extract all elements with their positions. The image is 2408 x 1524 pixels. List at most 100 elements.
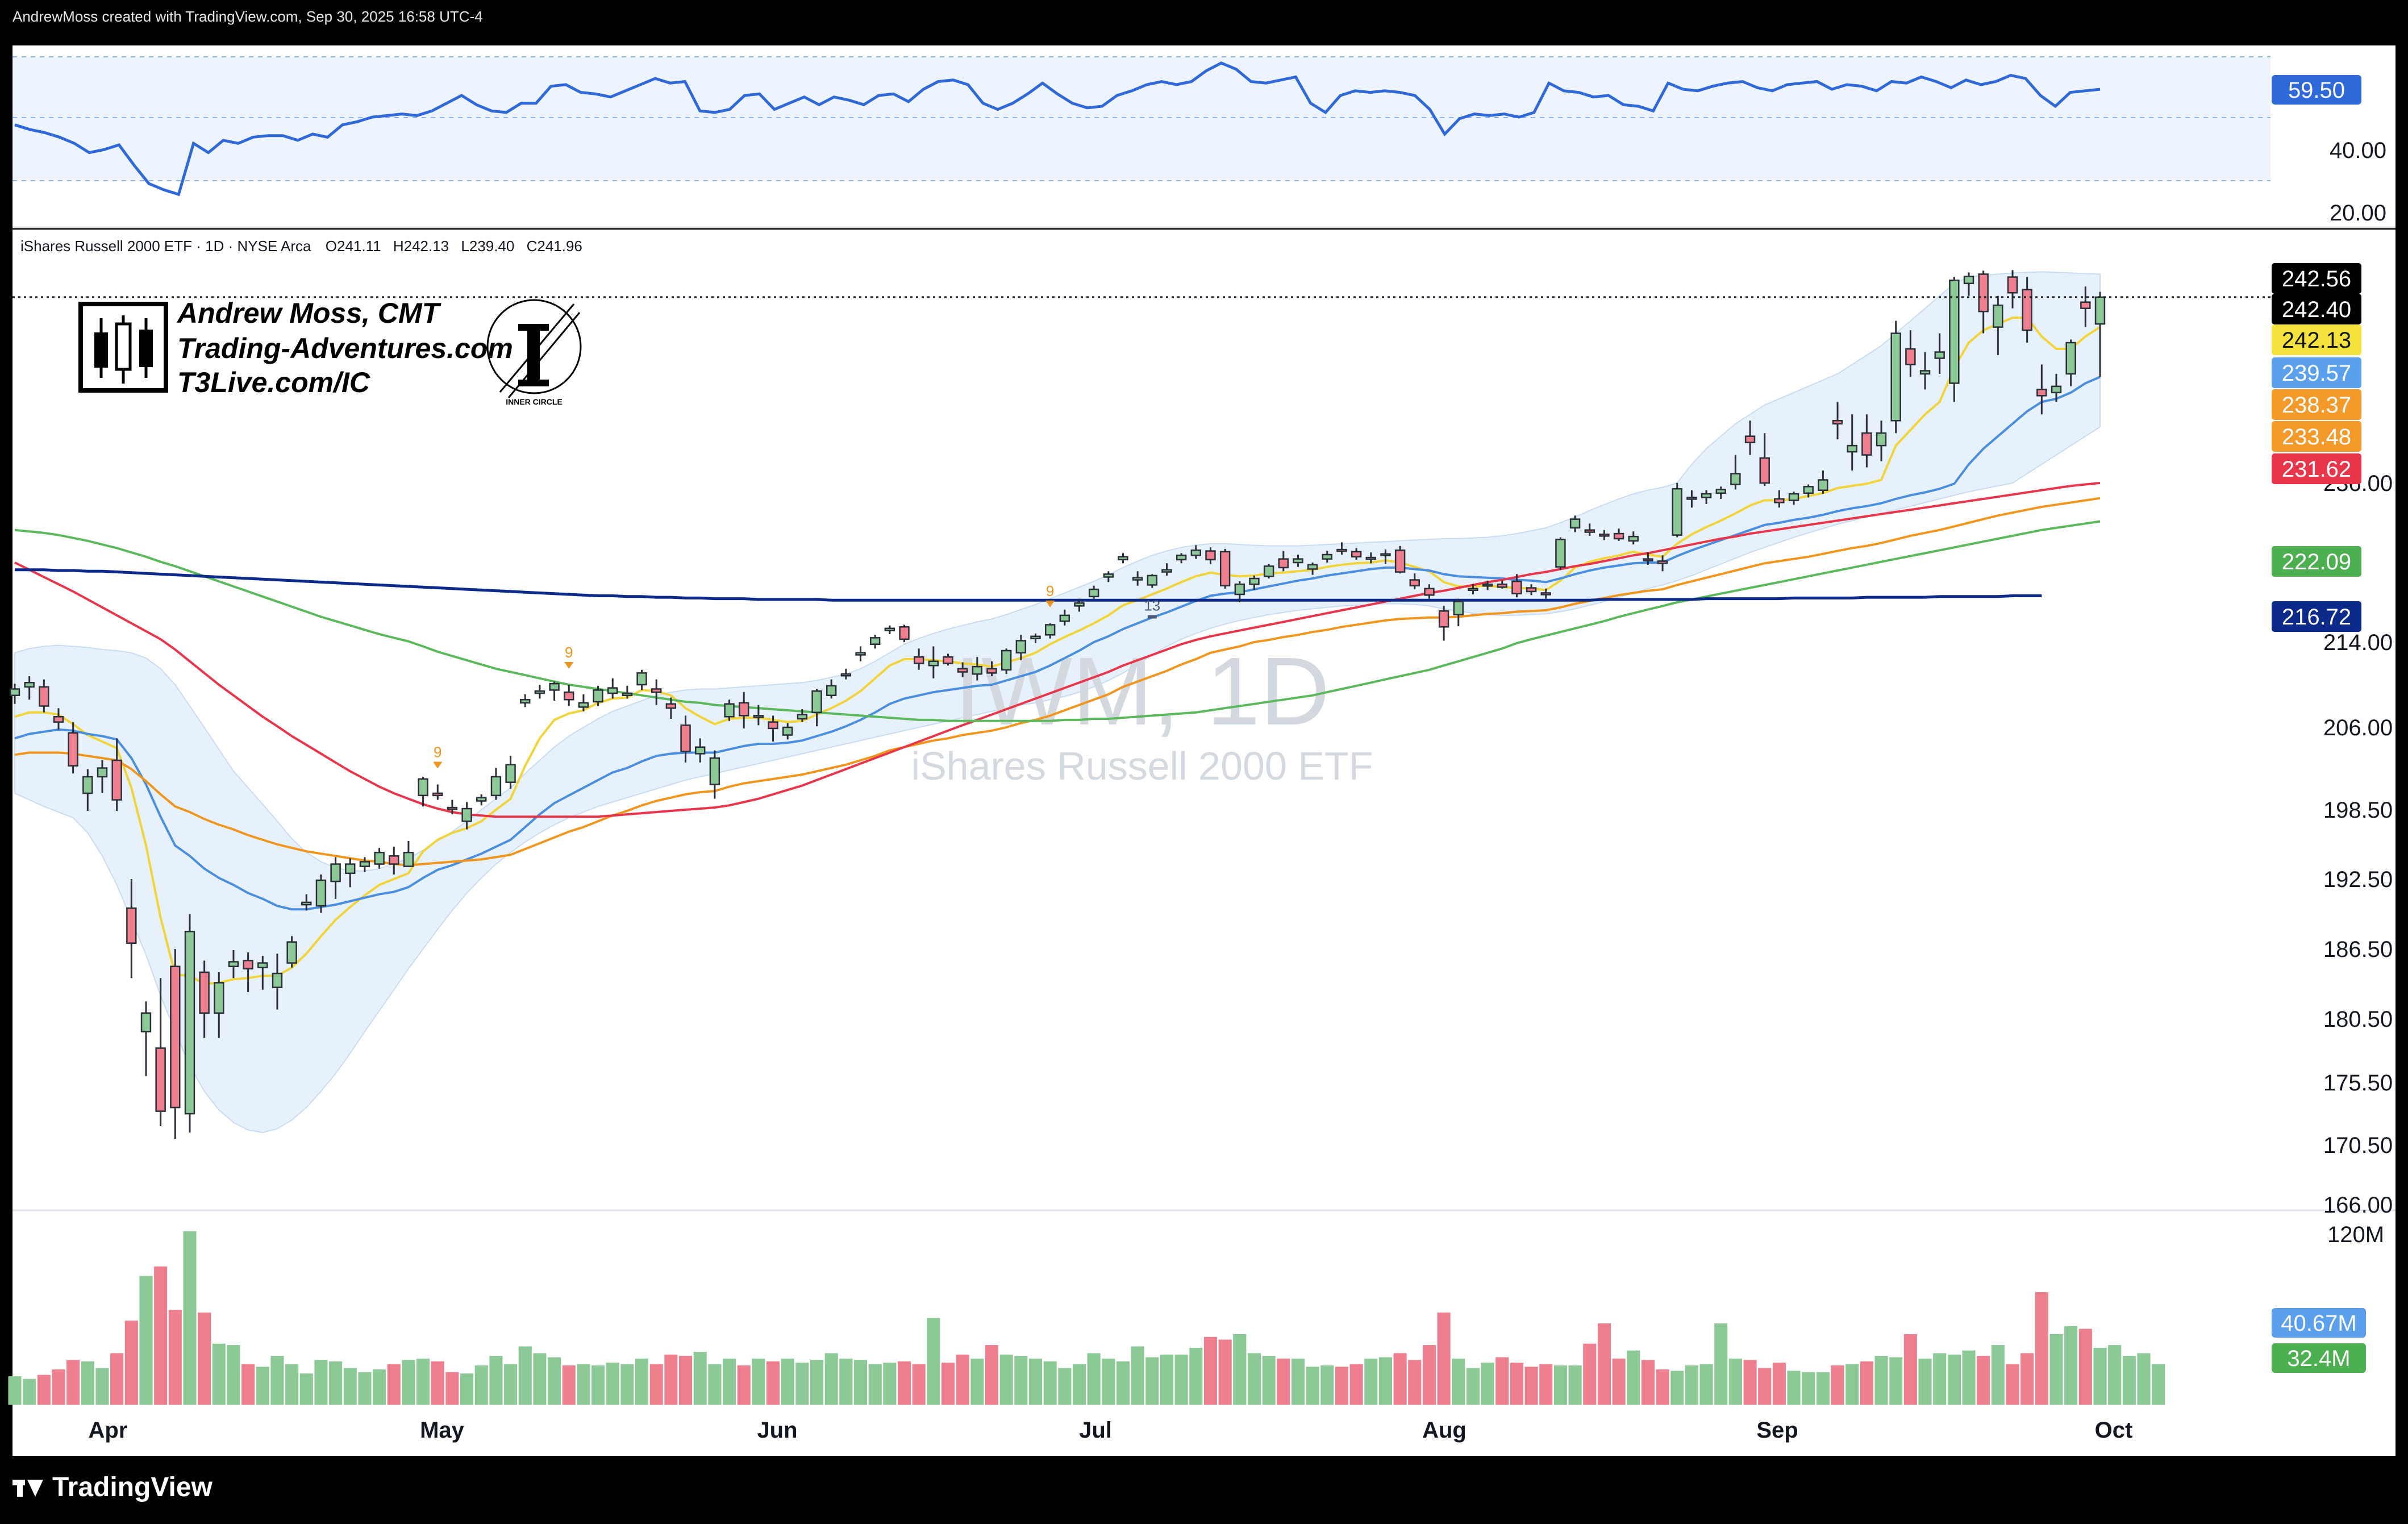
candle-body xyxy=(1219,551,1231,586)
volume-bar xyxy=(1831,1365,1844,1405)
tradingview-logo-icon xyxy=(13,1477,44,1498)
sma200-line xyxy=(14,520,2101,722)
time-axis-bg xyxy=(13,1410,2395,1456)
candle-body xyxy=(272,972,283,988)
price-tick-label: 170.50 xyxy=(2323,1133,2393,1158)
volume-bar xyxy=(285,1364,299,1405)
volume-bar xyxy=(1277,1358,1290,1405)
price-tick-label: 186.50 xyxy=(2323,937,2393,962)
volume-bar xyxy=(795,1363,809,1405)
volume-bar xyxy=(1728,1358,1742,1405)
volume-bar xyxy=(941,1363,955,1405)
candle-body xyxy=(1628,535,1639,542)
time-axis-label: Oct xyxy=(2095,1418,2133,1443)
time-axis-label: Jul xyxy=(1079,1418,1112,1443)
candle-body xyxy=(1001,649,1012,671)
volume-bar xyxy=(1977,1356,1990,1405)
candle-body xyxy=(1059,614,1070,622)
candle-body xyxy=(1861,432,1872,456)
candle-body xyxy=(593,689,603,703)
volume-bar xyxy=(1043,1361,1057,1405)
candle-body xyxy=(1118,556,1128,561)
volume-bar xyxy=(723,1358,736,1405)
volume-bar xyxy=(1860,1361,1873,1405)
volume-bar xyxy=(2078,1329,2092,1405)
candle-body xyxy=(1584,529,1595,533)
candle-body xyxy=(520,699,531,704)
td-marker-icon xyxy=(1147,615,1157,619)
sma_long-line xyxy=(15,568,2042,602)
candle-body xyxy=(140,1012,152,1032)
candle-body xyxy=(695,746,706,755)
candle-body xyxy=(869,637,881,646)
volume-bar xyxy=(1145,1357,1159,1405)
time-axis-label: Aug xyxy=(1422,1418,1467,1443)
time-axis: Apr May Jun Jul Aug Sep Oct xyxy=(89,1418,2133,1443)
candle-body xyxy=(1511,580,1522,594)
candle-body xyxy=(1336,548,1347,552)
candle-body xyxy=(447,806,458,810)
candle-body xyxy=(1949,280,1960,384)
price-tick-label: 175.50 xyxy=(2323,1071,2393,1096)
chart-attribution: AndrewMoss created with TradingView.com,… xyxy=(13,8,483,25)
volume-bar xyxy=(620,1364,634,1405)
volume-bar xyxy=(1495,1357,1509,1405)
candle-body xyxy=(1744,435,1756,443)
volume-bar xyxy=(1699,1364,1713,1405)
candle-body xyxy=(1730,473,1741,485)
rsi-tick-label: 40.00 xyxy=(2330,138,2386,163)
candle-body xyxy=(884,627,895,631)
candle-body xyxy=(214,982,224,1014)
volume-bar xyxy=(1612,1358,1626,1405)
candle-body xyxy=(68,732,78,767)
candle-body xyxy=(1934,351,1945,359)
volume-avg-label-bg xyxy=(2272,1308,2366,1338)
candle-body xyxy=(1905,348,1916,365)
candle-body xyxy=(1263,565,1274,577)
volume-bar xyxy=(766,1361,780,1405)
volume-bar xyxy=(373,1369,386,1405)
volume-bar xyxy=(66,1360,80,1405)
volume-bar xyxy=(679,1356,693,1405)
candle-body xyxy=(899,626,910,640)
volume-bar xyxy=(562,1365,576,1405)
tradingview-logo[interactable]: TradingView xyxy=(13,1472,213,1503)
candle-body xyxy=(928,660,939,667)
candle-body xyxy=(1555,539,1566,568)
time-axis-label: Sep xyxy=(1756,1418,1798,1443)
volume-bar xyxy=(781,1358,794,1405)
legend-symbol: iShares Russell 2000 ETF · 1D · NYSE Arc… xyxy=(20,238,582,255)
volume-bar xyxy=(1233,1334,1247,1405)
legend-symbol-text: iShares Russell 2000 ETF · 1D · NYSE Arc… xyxy=(20,238,311,255)
volume-bar xyxy=(314,1360,328,1405)
volume-bar xyxy=(897,1361,911,1405)
candle-body xyxy=(1978,273,1989,313)
candle-body xyxy=(1788,493,1799,501)
volume-bar xyxy=(839,1358,853,1405)
volume-bar xyxy=(445,1372,459,1405)
candle-body xyxy=(1453,601,1464,615)
price-tick-label: 214.00 xyxy=(2323,630,2393,655)
volume-bar xyxy=(154,1266,168,1405)
volume-bar xyxy=(2137,1353,2151,1405)
volume-bar xyxy=(518,1346,532,1405)
volume-bar xyxy=(2035,1292,2048,1405)
volume-bar xyxy=(416,1358,430,1405)
inner-circle-glyph xyxy=(518,380,549,386)
candle-body xyxy=(2036,389,2047,397)
volume-bar xyxy=(1291,1358,1305,1405)
candle-body xyxy=(330,863,341,882)
volume-bar xyxy=(2064,1326,2078,1405)
volume-bar xyxy=(868,1364,882,1405)
candle-body xyxy=(1818,479,1828,491)
volume-bar xyxy=(1772,1363,1786,1405)
volume-bar xyxy=(956,1354,969,1405)
volume-panel: 120M 40.67M 32.4M xyxy=(8,1222,2384,1405)
candle-body xyxy=(1074,602,1085,607)
volume-bar xyxy=(1102,1358,1115,1405)
price-panel: IWM, 1D iShares Russell 2000 ETF 9 9 9 13 i… xyxy=(9,238,2393,1218)
candle-body xyxy=(1774,498,1785,503)
volume-bar xyxy=(2049,1334,2063,1405)
candle-body xyxy=(1161,569,1172,573)
candle-body xyxy=(1307,564,1318,570)
